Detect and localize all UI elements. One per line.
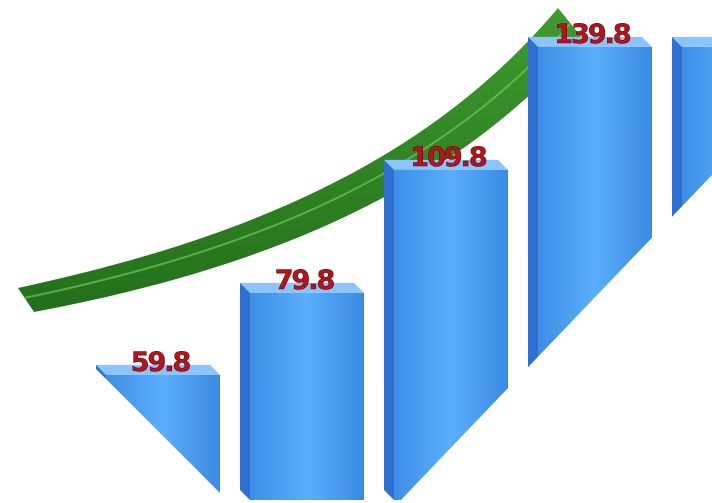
trend-arrow-highlight bbox=[23, 23, 571, 299]
bar-5 bbox=[672, 36, 712, 500]
trend-arrow-band bbox=[18, 8, 584, 312]
data-label-3: 109.8 bbox=[410, 142, 487, 173]
bar-front bbox=[250, 292, 364, 500]
bar-1 bbox=[96, 364, 220, 500]
bar-top bbox=[96, 364, 220, 375]
bar-front bbox=[106, 374, 220, 500]
bar-side bbox=[528, 36, 538, 500]
trend-arrow bbox=[18, 8, 584, 312]
data-label-2: 79.8 bbox=[275, 265, 335, 296]
bar-front bbox=[682, 46, 712, 500]
bar-front bbox=[538, 46, 652, 500]
bar-top bbox=[528, 36, 652, 47]
data-labels: 59.8 79.8 109.8 139.8 bbox=[130, 19, 633, 379]
bar-2 bbox=[240, 282, 364, 500]
bar-4 bbox=[528, 36, 652, 500]
bar-3 bbox=[384, 159, 508, 500]
data-label-1: 59.8 bbox=[131, 347, 191, 378]
bar-front bbox=[394, 169, 508, 500]
bar-top bbox=[384, 159, 508, 170]
bar-top bbox=[240, 282, 364, 293]
bar-side bbox=[384, 159, 394, 500]
bar-side bbox=[96, 364, 106, 500]
bar-side bbox=[240, 282, 250, 500]
bar-side bbox=[672, 36, 682, 500]
bar-top bbox=[672, 36, 712, 47]
data-label-4: 139.8 bbox=[554, 19, 631, 50]
